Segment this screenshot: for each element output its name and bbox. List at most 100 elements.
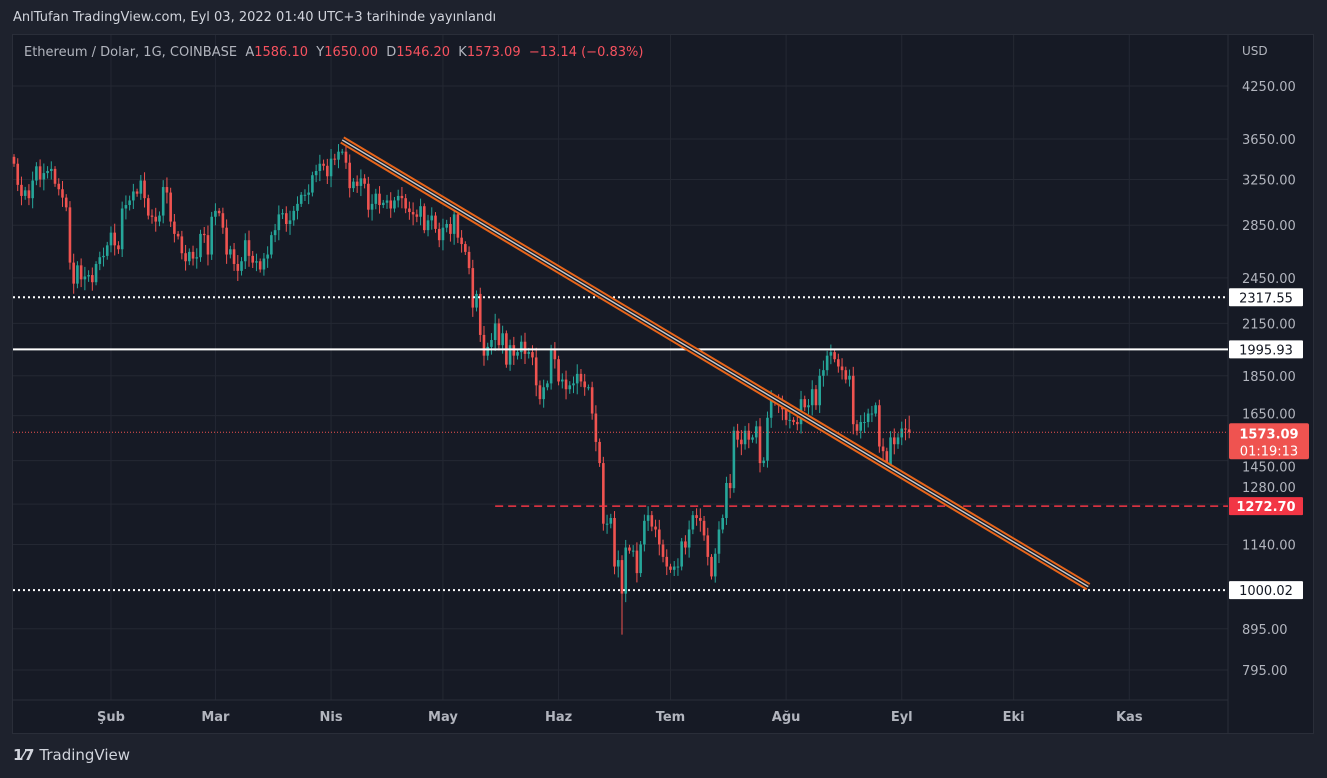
candle-body <box>355 181 359 186</box>
y-tick-label: 2150.00 <box>1242 317 1296 332</box>
candle-body <box>214 210 217 217</box>
candle-body <box>646 515 650 521</box>
open-label: A <box>245 45 255 60</box>
candle-body <box>91 275 94 283</box>
y-tick-label: 2450.00 <box>1242 272 1296 287</box>
candle-body <box>154 216 158 222</box>
publication-header: AnlTufan TradingView.com, Eyl 03, 2022 0… <box>13 10 497 25</box>
candle-body <box>848 375 851 380</box>
candle-body <box>64 197 68 208</box>
candle-body <box>314 170 318 176</box>
candle-body <box>900 428 904 438</box>
candle-body <box>568 385 572 390</box>
candle-body <box>885 451 889 466</box>
x-tick-label: Nis <box>320 710 343 725</box>
candle-body <box>639 544 642 574</box>
candle-body <box>344 151 348 163</box>
candle-body <box>16 163 20 185</box>
candle-body <box>232 249 236 264</box>
candle-body <box>273 230 277 236</box>
candle-body <box>654 526 657 530</box>
candle-body <box>881 446 885 452</box>
candle-body <box>132 191 135 201</box>
candle-body <box>583 381 586 388</box>
candle-body <box>79 265 83 280</box>
candle-body <box>866 413 870 423</box>
candle-body <box>146 198 150 216</box>
candle-body <box>135 191 139 194</box>
candle-body <box>68 207 72 263</box>
candle-body <box>206 235 210 255</box>
y-tick-label: 3650.00 <box>1242 133 1296 148</box>
candle-body <box>255 261 258 263</box>
candle-body <box>449 224 452 234</box>
current-price-label: 1573.09 <box>1239 427 1298 442</box>
candle-body <box>878 405 881 447</box>
candle-body <box>143 180 146 199</box>
candle-body <box>243 240 247 262</box>
x-tick-label: May <box>428 710 458 725</box>
candle-body <box>430 215 434 221</box>
candle-body <box>102 255 105 258</box>
candle-body <box>549 350 553 384</box>
candle-body <box>437 228 441 241</box>
candle-body <box>419 206 422 217</box>
candle-body <box>628 547 631 551</box>
y-tick-label: 1450.00 <box>1242 461 1296 476</box>
candle-body <box>53 168 57 184</box>
candle-body <box>423 206 426 231</box>
candle-body <box>229 249 232 255</box>
candle-body <box>225 227 228 255</box>
candle-body <box>460 237 463 245</box>
low-value: 1546.20 <box>396 45 451 60</box>
candle-body <box>31 180 34 199</box>
candle-body <box>299 194 303 204</box>
candle-body <box>281 213 284 215</box>
high-value: 1650.00 <box>324 45 378 60</box>
symbol-name[interactable]: Ethereum / Dolar, 1G, COINBASE <box>24 45 238 60</box>
low-label: D <box>386 45 397 60</box>
candle-body <box>542 387 545 400</box>
candle-body <box>814 389 818 406</box>
close-label: K <box>458 45 467 60</box>
candle-body <box>493 323 497 341</box>
candle-body <box>490 340 493 347</box>
candle-body <box>251 255 255 263</box>
candle-body <box>326 165 329 177</box>
candle-body <box>687 529 691 548</box>
candle-body <box>527 352 531 354</box>
candle-body <box>721 517 724 530</box>
x-tick-label: Haz <box>545 710 572 725</box>
candle-body <box>837 359 840 367</box>
level-price-tag <box>1229 497 1303 516</box>
candle-body <box>635 550 639 574</box>
candle-body <box>657 529 661 545</box>
candle-body <box>624 547 628 594</box>
candle-body <box>42 173 46 180</box>
candle-body <box>732 430 736 489</box>
close-value: 1573.09 <box>466 45 521 60</box>
candle-body <box>307 192 310 195</box>
y-tick-label: 2850.00 <box>1242 219 1296 234</box>
candle-body <box>762 460 766 464</box>
candle-body <box>874 405 877 414</box>
candle-body <box>508 345 512 365</box>
tradingview-brand[interactable]: 1⁄7 TradingView <box>13 746 130 764</box>
candle-body <box>605 523 609 525</box>
candle-body <box>452 214 456 234</box>
candle-body <box>247 240 251 256</box>
candle-body <box>374 193 378 204</box>
x-tick-label: Kas <box>1116 710 1143 725</box>
chart-panel[interactable] <box>12 34 1314 734</box>
candle-body <box>400 195 404 199</box>
candle-body <box>534 357 538 386</box>
candle-body <box>236 263 240 271</box>
y-tick-label: 1280.00 <box>1242 481 1296 496</box>
candle-body <box>199 233 202 258</box>
candle-body <box>818 375 821 406</box>
candle-body <box>165 187 169 193</box>
candle-body <box>120 208 124 250</box>
candle-body <box>87 275 90 277</box>
symbol-legend: Ethereum / Dolar, 1G, COINBASE A1586.10 … <box>24 45 643 60</box>
